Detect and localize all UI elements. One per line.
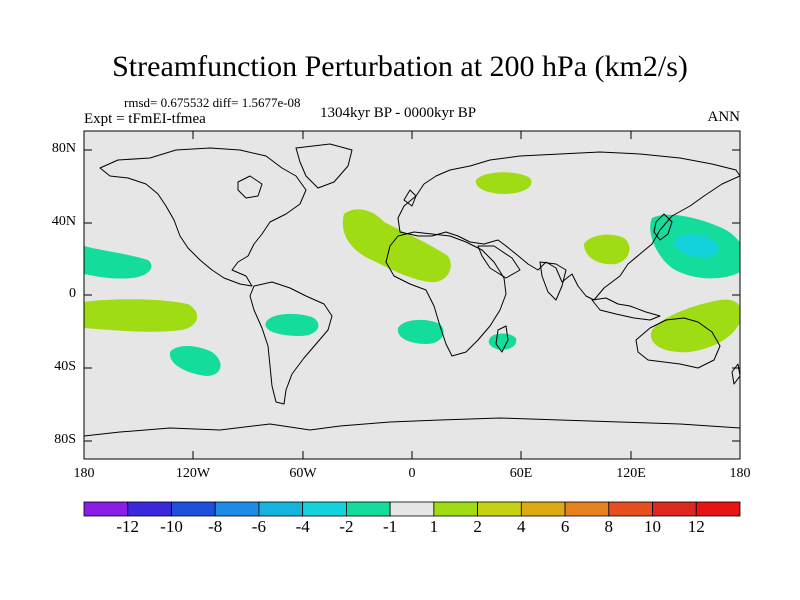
colorbar-swatch: [302, 501, 347, 517]
south-atlantic-negative: [397, 319, 444, 344]
colorbar-swatch: [520, 501, 566, 517]
tropical-pacific-positive: [84, 299, 198, 332]
colorbar-swatch: [171, 501, 216, 517]
lon-tick-label: 0: [408, 466, 416, 481]
lon-tick-label: 60E: [509, 466, 533, 481]
colorbar-label: -1: [383, 517, 398, 536]
coast-new-zealand: [731, 363, 740, 385]
colorbar-swatch: [652, 501, 697, 517]
colorbar-swatch: [83, 501, 129, 517]
experiment-label: Expt = tFmEI-tfmea: [84, 111, 206, 127]
south-america-negative: [265, 313, 319, 336]
coast-south-america: [249, 281, 333, 405]
colorbar-label: 10: [644, 517, 661, 536]
colorbar-swatch: [127, 501, 172, 517]
colorbar-label: -12: [116, 517, 140, 536]
stats-text: rmsd= 0.675532 diff= 1.5677e-08: [124, 95, 301, 110]
coast-greenland: [295, 143, 353, 189]
south-pacific-negative: [169, 346, 221, 376]
coast-hudson-bay: [237, 175, 263, 199]
coast-africa: [385, 231, 507, 357]
colorbar-label: -2: [339, 517, 354, 536]
lat-tick-label: 40N: [51, 214, 76, 229]
coast-eurasia: [397, 151, 740, 301]
coast-japan: [653, 213, 673, 241]
colorbar-swatch: [389, 501, 435, 517]
map-background: [84, 131, 740, 459]
colorbar-swatch: [214, 501, 260, 517]
lat-tick-label: 80S: [54, 432, 76, 447]
colorbar-label: 6: [560, 517, 570, 536]
n-pacific-west-core: [674, 234, 719, 258]
colorbar-swatch: [608, 501, 653, 517]
lon-tick-label: 120E: [616, 466, 646, 481]
lon-tick-label: 60W: [289, 466, 317, 481]
colorbar-label: -10: [160, 517, 183, 536]
lat-tick-label: 80N: [51, 141, 76, 156]
colorbar-swatch: [345, 501, 391, 517]
coast-indonesia: [591, 297, 661, 321]
coast-antarctica: [84, 417, 740, 437]
colorbar-label: 4: [517, 517, 526, 536]
australia-positive: [650, 299, 740, 353]
colorbar-label: 12: [687, 517, 705, 536]
russia-positive: [475, 172, 532, 194]
china-positive: [584, 234, 630, 265]
coast-india: [539, 261, 567, 301]
lon-tick-label: 180: [729, 466, 751, 481]
coast-uk: [403, 189, 417, 207]
lat-tick-label: 0: [69, 286, 76, 301]
madagascar-negative: [488, 333, 517, 350]
colorbar-label: -8: [208, 517, 223, 536]
colorbar-swatch: [433, 501, 478, 517]
period-label: 1304kyr BP - 0000kyr BP: [320, 105, 477, 121]
colorbar-label: 8: [604, 517, 614, 536]
coast-north-america: [99, 147, 307, 287]
coast-australia: [635, 317, 721, 369]
anomaly-layer: [84, 172, 740, 376]
lat-tick-label: 40S: [54, 359, 76, 374]
colorbar-swatch: [564, 501, 610, 517]
colorbar-label: 1: [429, 517, 439, 536]
colorbar-swatch: [258, 501, 304, 517]
colorbar: [83, 501, 741, 517]
colorbar-label: 2: [473, 517, 482, 536]
coastlines: [84, 143, 740, 437]
colorbar-swatch: [695, 501, 741, 517]
colorbar-swatch: [477, 501, 522, 517]
lon-tick-label: 180: [73, 466, 95, 481]
tick-marks: [84, 131, 740, 459]
colorbar-label: -4: [295, 517, 310, 536]
season-label: ANN: [707, 109, 741, 125]
plot-title: Streamfunction Perturbation at 200 hPa (…: [112, 50, 688, 83]
coast-arabia: [477, 245, 521, 279]
colorbar-label: -6: [251, 517, 266, 536]
atlantic-africa-positive: [342, 209, 451, 283]
lon-tick-label: 120W: [175, 466, 211, 481]
coast-madagascar: [495, 325, 509, 353]
central-pacific-negative: [84, 246, 152, 279]
